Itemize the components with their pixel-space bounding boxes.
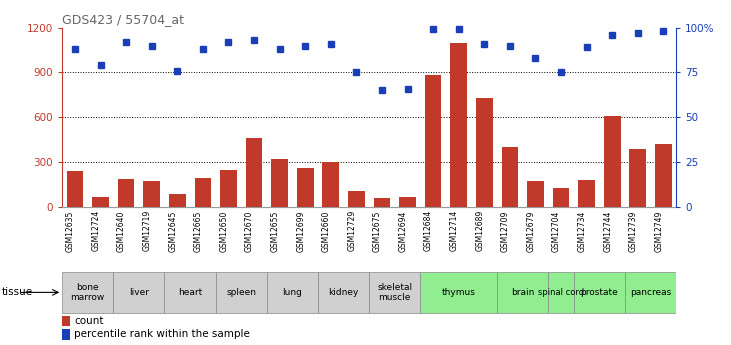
- Text: thymus: thymus: [442, 288, 476, 297]
- Bar: [625, 272, 676, 313]
- Text: GSM12635: GSM12635: [66, 210, 75, 252]
- Bar: [553, 188, 569, 207]
- Text: GSM12724: GSM12724: [91, 210, 101, 252]
- Text: GSM12704: GSM12704: [552, 210, 561, 252]
- Bar: [267, 272, 318, 313]
- Bar: [604, 116, 621, 207]
- Bar: [164, 272, 216, 313]
- Bar: [425, 76, 442, 207]
- Bar: [143, 181, 160, 207]
- Text: GSM12650: GSM12650: [219, 210, 228, 252]
- Bar: [169, 194, 186, 207]
- Bar: [297, 168, 314, 207]
- Bar: [476, 98, 493, 207]
- Text: GDS423 / 55704_at: GDS423 / 55704_at: [62, 13, 184, 27]
- Bar: [420, 272, 497, 313]
- Text: GSM12729: GSM12729: [347, 210, 357, 252]
- Text: GSM12660: GSM12660: [322, 210, 330, 252]
- Text: brain: brain: [511, 288, 534, 297]
- Bar: [374, 198, 390, 207]
- Text: GSM12689: GSM12689: [475, 210, 484, 252]
- Text: GSM12645: GSM12645: [168, 210, 178, 252]
- Text: spleen: spleen: [226, 288, 257, 297]
- Text: skeletal
muscle: skeletal muscle: [377, 283, 412, 302]
- Bar: [62, 329, 70, 339]
- Bar: [194, 178, 211, 207]
- Text: heart: heart: [178, 288, 202, 297]
- Text: GSM12679: GSM12679: [526, 210, 535, 252]
- Text: GSM12655: GSM12655: [270, 210, 279, 252]
- Bar: [113, 272, 164, 313]
- Bar: [655, 144, 672, 207]
- Bar: [220, 170, 237, 207]
- Bar: [67, 171, 83, 207]
- Text: tissue: tissue: [1, 287, 33, 297]
- Bar: [399, 197, 416, 207]
- Bar: [548, 272, 574, 313]
- Text: GSM12694: GSM12694: [398, 210, 408, 252]
- Text: GSM12640: GSM12640: [117, 210, 126, 252]
- Bar: [118, 179, 135, 207]
- Text: prostate: prostate: [580, 288, 618, 297]
- Bar: [322, 162, 339, 207]
- Text: GSM12665: GSM12665: [194, 210, 203, 252]
- Text: GSM12734: GSM12734: [577, 210, 587, 252]
- Text: GSM12699: GSM12699: [296, 210, 306, 252]
- Bar: [348, 191, 365, 207]
- Bar: [92, 197, 109, 207]
- Text: GSM12675: GSM12675: [373, 210, 382, 252]
- Text: GSM12670: GSM12670: [245, 210, 254, 252]
- Text: liver: liver: [129, 288, 149, 297]
- Text: GSM12719: GSM12719: [143, 210, 152, 252]
- Bar: [497, 272, 548, 313]
- Bar: [246, 138, 262, 207]
- Text: GSM12709: GSM12709: [501, 210, 510, 252]
- Bar: [318, 272, 369, 313]
- Bar: [216, 272, 267, 313]
- Text: percentile rank within the sample: percentile rank within the sample: [74, 329, 250, 339]
- Bar: [574, 272, 625, 313]
- Text: bone
marrow: bone marrow: [71, 283, 105, 302]
- Text: GSM12749: GSM12749: [654, 210, 664, 252]
- Text: GSM12714: GSM12714: [450, 210, 459, 252]
- Text: GSM12684: GSM12684: [424, 210, 433, 252]
- Text: GSM12744: GSM12744: [603, 210, 612, 252]
- Bar: [62, 316, 70, 326]
- Bar: [578, 180, 595, 207]
- Bar: [271, 159, 288, 207]
- Text: kidney: kidney: [328, 288, 359, 297]
- Text: count: count: [74, 316, 103, 326]
- Bar: [369, 272, 420, 313]
- Text: lung: lung: [282, 288, 303, 297]
- Text: GSM12739: GSM12739: [629, 210, 637, 252]
- Bar: [450, 42, 467, 207]
- Bar: [62, 272, 113, 313]
- Bar: [527, 181, 544, 207]
- Bar: [629, 149, 646, 207]
- Bar: [501, 147, 518, 207]
- Text: pancreas: pancreas: [630, 288, 671, 297]
- Text: spinal cord: spinal cord: [538, 288, 584, 297]
